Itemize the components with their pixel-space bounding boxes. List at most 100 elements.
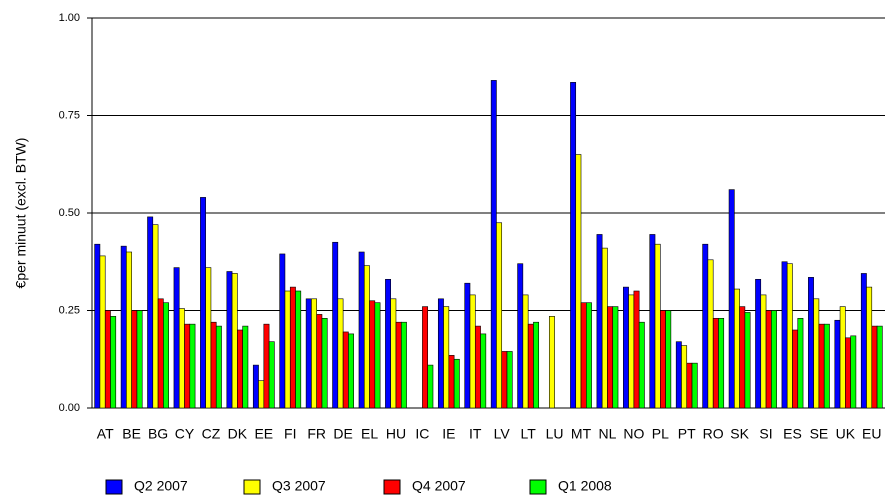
bar	[871, 325, 878, 409]
bar	[628, 294, 635, 409]
bar	[860, 273, 867, 409]
x-tick-label: ES	[783, 426, 802, 442]
bar	[126, 251, 132, 409]
bar	[675, 341, 682, 409]
bar	[623, 286, 629, 409]
bar	[517, 263, 524, 409]
x-tick-label: MT	[571, 426, 592, 442]
bar	[586, 302, 592, 409]
x-tick-label: HU	[386, 426, 406, 442]
bar	[358, 251, 365, 409]
x-tick-label: SE	[810, 426, 829, 442]
bar	[575, 154, 582, 409]
bar	[422, 306, 429, 409]
bar	[94, 243, 101, 409]
bar	[184, 323, 191, 409]
y-tick-label: 0.75	[59, 109, 80, 121]
x-tick-label: CZ	[202, 426, 221, 442]
bar	[813, 298, 820, 409]
bar	[739, 306, 746, 409]
x-tick-label: EE	[254, 426, 273, 442]
x-tick-label: IC	[415, 426, 429, 442]
bar	[760, 294, 767, 409]
bar	[527, 323, 534, 409]
bar	[718, 317, 725, 409]
x-tick-label: NO	[623, 426, 644, 442]
bar	[533, 321, 540, 409]
bar	[818, 323, 825, 409]
x-tick-label: DE	[333, 426, 352, 442]
x-tick-label: IE	[442, 426, 455, 442]
bar	[332, 241, 339, 409]
bar	[268, 341, 275, 409]
bar	[448, 355, 455, 409]
x-tick-label: BG	[148, 426, 168, 442]
x-tick-label: BE	[122, 426, 141, 442]
legend-label: Q3 2007	[272, 478, 326, 494]
bar	[707, 259, 714, 409]
bar	[665, 310, 672, 409]
bar	[147, 216, 154, 409]
bar	[374, 302, 381, 409]
bar	[792, 329, 799, 409]
bar	[786, 263, 793, 409]
x-tick-label: FR	[307, 426, 326, 442]
legend-label: Q1 2008	[558, 478, 612, 494]
bar	[506, 351, 513, 409]
bar	[771, 310, 777, 409]
x-tick-label: EU	[862, 426, 881, 442]
x-tick-label: DK	[228, 426, 248, 442]
bar	[496, 222, 503, 409]
bar	[279, 253, 286, 409]
x-tick-label: RO	[703, 426, 724, 442]
bar	[437, 298, 444, 409]
bar	[580, 302, 587, 409]
bar	[427, 364, 434, 409]
bar	[480, 333, 487, 409]
bar	[866, 286, 873, 409]
bar	[258, 380, 265, 409]
bar	[839, 306, 846, 409]
bar	[210, 321, 217, 409]
bar	[850, 335, 857, 409]
y-tick-label: 1.00	[59, 12, 80, 24]
bar	[797, 317, 804, 409]
bar	[570, 82, 577, 409]
bar	[734, 288, 740, 409]
bar	[189, 323, 196, 409]
bar	[321, 317, 328, 409]
bar	[834, 319, 841, 409]
bar	[728, 189, 735, 409]
bar	[612, 306, 619, 409]
bar	[765, 310, 772, 409]
bar	[691, 362, 698, 409]
bar	[131, 310, 138, 409]
bar	[390, 298, 397, 409]
bar	[136, 310, 143, 409]
bar	[200, 197, 206, 409]
x-tick-label: NL	[598, 426, 616, 442]
bar	[311, 298, 317, 409]
bar	[755, 278, 762, 409]
bar	[369, 300, 376, 409]
bar	[638, 321, 645, 409]
bar	[215, 325, 222, 409]
bar	[99, 255, 106, 409]
bar	[342, 331, 349, 409]
x-tick-label: SI	[759, 426, 772, 442]
bar	[464, 282, 471, 409]
bar	[120, 245, 127, 409]
bar	[242, 325, 249, 409]
bar	[305, 298, 312, 409]
bar	[395, 321, 402, 409]
legend-swatch	[383, 479, 401, 495]
bar	[607, 306, 614, 409]
bar	[781, 261, 788, 409]
bar	[490, 80, 497, 409]
y-axis-label: €per minuut (excl. BTW)	[13, 138, 29, 289]
legend-swatch	[243, 479, 261, 495]
bar	[681, 345, 688, 409]
bar	[295, 290, 302, 409]
bar	[596, 234, 603, 409]
bar	[548, 316, 555, 409]
